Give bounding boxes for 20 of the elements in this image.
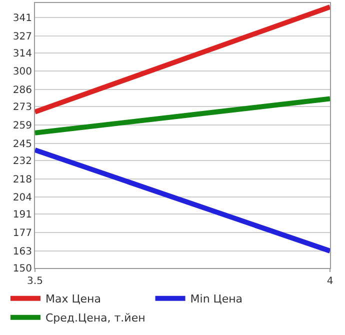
- y-tick-label: 245: [12, 138, 32, 150]
- y-tick-label: 341: [12, 12, 32, 24]
- y-tick-label: 218: [12, 174, 32, 186]
- y-tick-label: 191: [12, 210, 32, 221]
- y-tick-label: 300: [12, 66, 32, 78]
- legend-label: Max Цена: [46, 292, 101, 306]
- y-tick-label: 314: [12, 48, 32, 60]
- y-tick-label: 177: [12, 228, 32, 240]
- x-tick-label: 3,5: [27, 276, 43, 287]
- y-tick-label: 163: [12, 246, 32, 258]
- y-tick-label: 150: [12, 264, 32, 274]
- y-tick-label: 273: [12, 102, 32, 114]
- legend-label: Min Цена: [190, 292, 243, 306]
- legend-label: Сред.Цена, т.йен: [46, 312, 146, 325]
- y-tick-label: 327: [12, 31, 32, 42]
- y-tick-label: 204: [12, 192, 32, 204]
- y-tick-label: 286: [12, 85, 32, 96]
- y-tick-label: 232: [12, 156, 32, 167]
- x-tick-label: 4: [326, 276, 334, 287]
- y-tick-label: 259: [12, 120, 32, 132]
